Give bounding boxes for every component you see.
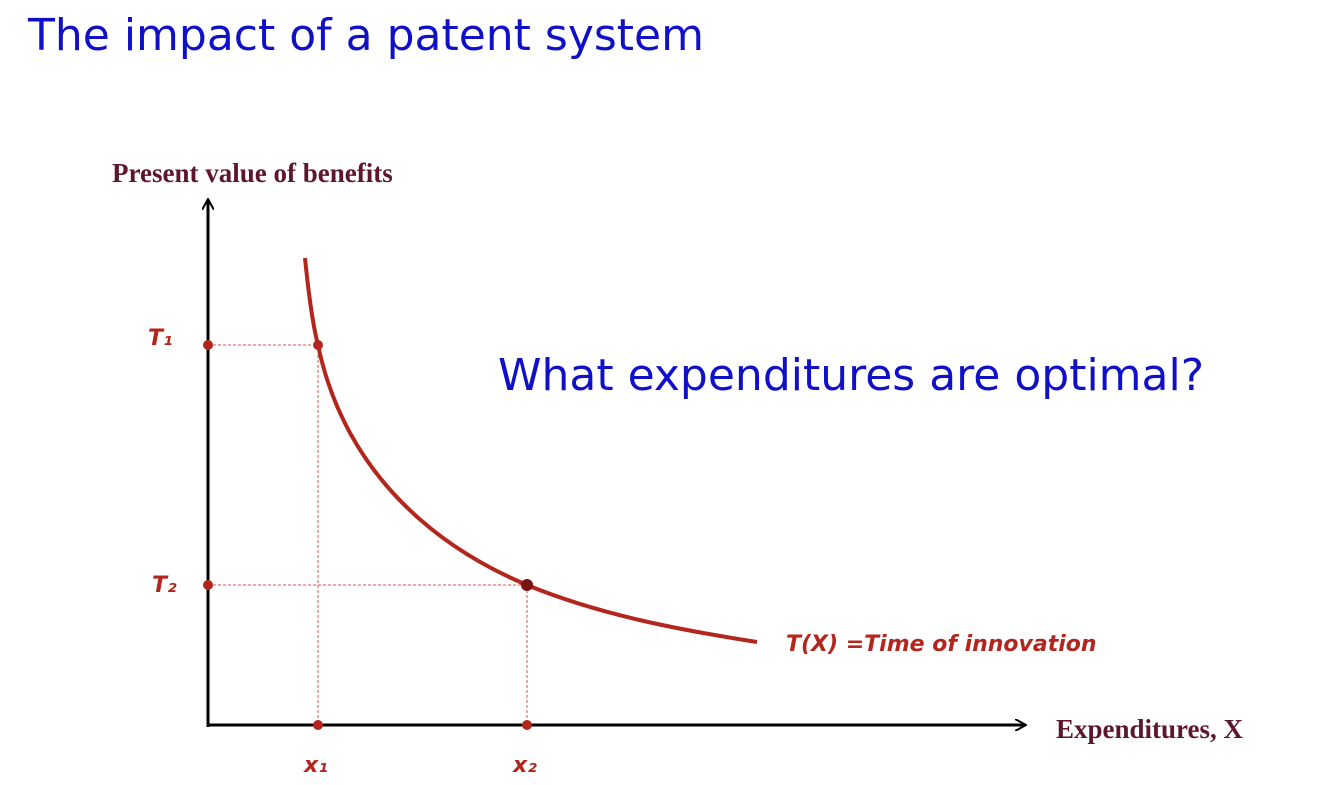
point bbox=[203, 340, 213, 350]
point bbox=[313, 340, 323, 350]
x-axis-label: Expenditures, X bbox=[1056, 714, 1244, 744]
point bbox=[313, 720, 323, 730]
x-point-label: x₂ bbox=[512, 753, 537, 778]
y-point-label: T₁ bbox=[148, 326, 173, 351]
curve bbox=[303, 257, 758, 644]
y-point-label: T₂ bbox=[152, 573, 177, 598]
slide-title: The impact of a patent system bbox=[27, 10, 704, 61]
point bbox=[203, 580, 213, 590]
point bbox=[522, 720, 532, 730]
question: What expenditures are optimal? bbox=[498, 350, 1204, 401]
y-axis-label: Present value of benefits bbox=[112, 158, 393, 188]
x-point-label: x₁ bbox=[303, 753, 328, 778]
curve-label: T(X) =Time of innovation bbox=[786, 632, 1097, 657]
guide-lines bbox=[208, 344, 528, 725]
points bbox=[203, 340, 533, 730]
point bbox=[521, 579, 533, 591]
